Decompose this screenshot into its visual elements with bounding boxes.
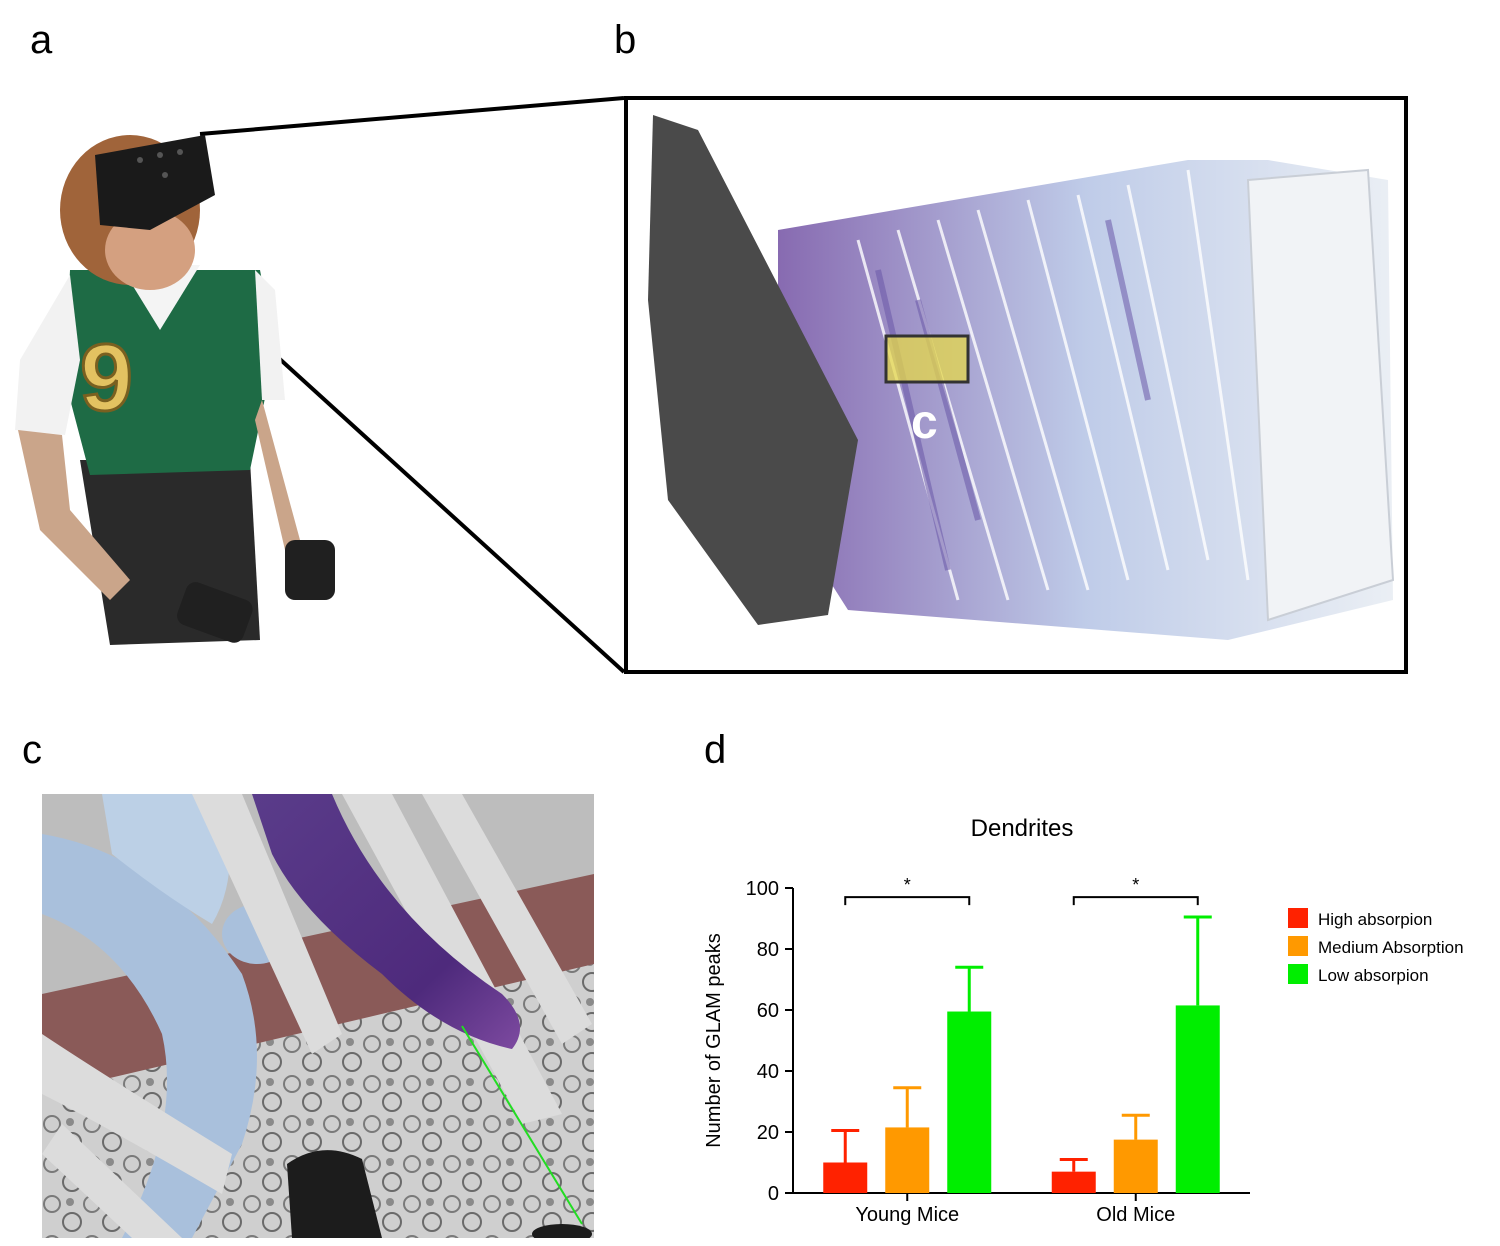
y-tick-label: 40 (757, 1061, 779, 1083)
legend-label: Medium Absorption (1318, 938, 1464, 957)
vr-closeup-view (42, 794, 594, 1238)
y-tick-label: 100 (746, 878, 779, 900)
vr-controller-icon (287, 1150, 382, 1238)
y-tick-label: 80 (757, 939, 779, 961)
bar (1175, 1005, 1220, 1193)
region-c-marker: c (911, 396, 938, 449)
bar (885, 1127, 930, 1193)
bar (1051, 1171, 1096, 1193)
y-axis-label: Number of GLAM peaks (703, 933, 725, 1148)
bar (947, 1011, 992, 1193)
legend-label: High absorpion (1318, 910, 1432, 929)
panel-label-c: c (22, 728, 42, 772)
reconstruction-panel: c (624, 96, 1408, 674)
laser-pointer (461, 1025, 583, 1225)
significance-bracket (844, 896, 971, 906)
y-tick-label: 60 (757, 1000, 779, 1022)
bar (823, 1162, 868, 1193)
panel-label-d: d (704, 728, 727, 772)
vr-user-photo: 9 (15, 135, 335, 645)
bar (1113, 1139, 1158, 1193)
significance-star: * (1132, 875, 1139, 895)
significance-bracket (1072, 896, 1199, 906)
legend-swatch (1288, 908, 1308, 928)
panel-label-a: a (30, 18, 53, 62)
significance-star: * (904, 875, 911, 895)
chart-bars: * * (823, 875, 1220, 1193)
y-tick-label: 20 (757, 1122, 779, 1144)
chart-legend: High absorpion Medium Absorption Low absor… (1288, 908, 1464, 985)
y-tick-label: 0 (768, 1183, 779, 1205)
region-c-highlight (884, 334, 970, 384)
panel-label-b: b (614, 18, 637, 62)
neurite-reconstruction-render: c (648, 115, 1395, 640)
chart-title: Dendrites (971, 815, 1074, 842)
x-tick-label: Young Mice (855, 1204, 959, 1226)
legend-swatch (1288, 964, 1308, 984)
x-tick-label: Old Mice (1096, 1204, 1175, 1226)
dendrites-bar-chart: Dendrites Number of GLAM peaks 0 20 40 60 80… (703, 815, 1464, 1226)
legend-swatch (1288, 936, 1308, 956)
legend-label: Low absorpion (1318, 966, 1429, 985)
chart-axes: 0 20 40 60 80 100 Young Mice Old Mice (746, 878, 1250, 1226)
svg-text:9: 9 (80, 325, 133, 431)
